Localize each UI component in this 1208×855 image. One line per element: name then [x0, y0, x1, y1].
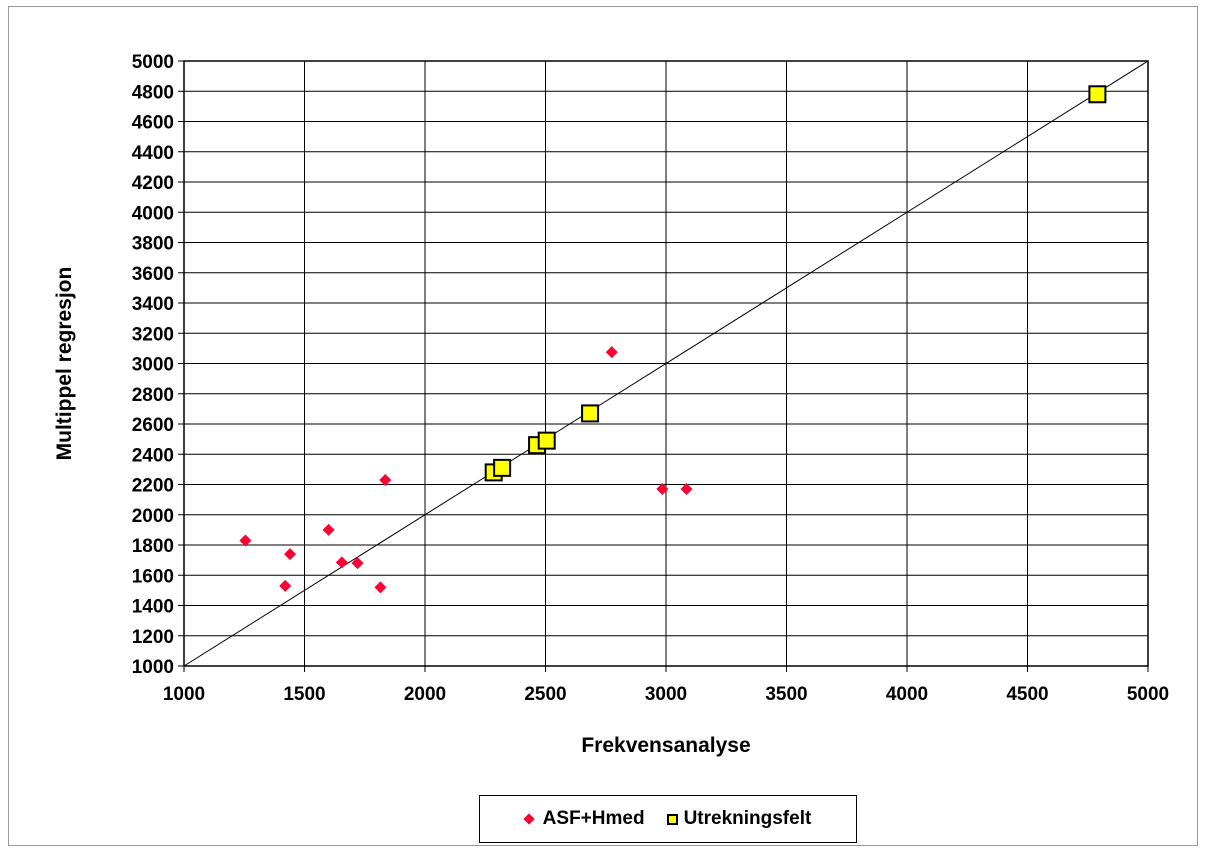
y-tick-label: 2800: [132, 385, 174, 406]
y-tick-label: 1600: [132, 566, 174, 587]
asf-hmed-point: [680, 483, 693, 496]
chart-plot: 1000 1500 2000 2500 3000 3500 4000 4500 5000 100…: [53, 52, 1169, 757]
legend: ASF+Hmed Utrekningsfelt: [479, 795, 857, 843]
x-tick-label: 3500: [765, 684, 807, 705]
x-tick-label: 2000: [404, 684, 446, 705]
legend-label: ASF+Hmed: [542, 808, 645, 829]
asf-hmed-point: [322, 523, 335, 536]
x-tick-label: 3000: [645, 684, 687, 705]
asf-hmed-point: [284, 548, 297, 561]
y-tick-label: 4600: [132, 113, 174, 134]
x-tick-label: 1500: [283, 684, 325, 705]
y-tick-label: 2200: [132, 476, 174, 497]
y-axis-title: Multippel regresjon: [53, 267, 76, 461]
x-axis-ticks: 1000 1500 2000 2500 3000 3500 4000 4500 5000: [163, 666, 1169, 705]
legend-item-asf-hmed: ASF+Hmed: [523, 808, 645, 830]
y-tick-label: 4800: [132, 82, 174, 103]
y-tick-label: 1400: [132, 597, 174, 618]
asf-hmed-point: [279, 579, 292, 592]
asf-hmed-point: [351, 557, 364, 570]
y-tick-label: 2400: [132, 445, 174, 466]
utrekningsfelt-point: [581, 404, 600, 423]
x-tick-label: 5000: [1127, 684, 1169, 705]
x-tick-label: 2500: [524, 684, 566, 705]
legend-label: Utrekningsfelt: [683, 808, 812, 829]
asf-hmed-point: [379, 473, 392, 486]
y-tick-label: 3000: [132, 355, 174, 376]
asf-hmed-point: [605, 346, 618, 359]
utrekningsfelt-point: [537, 431, 556, 450]
gridlines: [183, 60, 1149, 667]
asf-hmed-point: [335, 556, 348, 569]
x-tick-label: 4000: [886, 684, 928, 705]
y-axis-ticks: 1000 1200 1400 1600 1800 2000 2200 2400 2600 2800…: [132, 52, 184, 678]
y-tick-label: 4000: [132, 203, 174, 224]
y-tick-label: 4400: [132, 143, 174, 164]
y-tick-label: 3800: [132, 234, 174, 255]
square-marker-icon: [666, 813, 678, 825]
y-tick-label: 4200: [132, 173, 174, 194]
utrekningsfelt-point: [1088, 85, 1107, 104]
utrekningsfelt-point: [493, 458, 512, 477]
diamond-marker-icon: [523, 813, 535, 825]
y-tick-label: 3600: [132, 264, 174, 285]
legend-item-utrekningsfelt: Utrekningsfelt: [666, 808, 812, 830]
x-axis-title: Frekvensanalyse: [581, 734, 750, 757]
y-tick-label: 1000: [132, 657, 174, 678]
x-tick-label: 1000: [163, 684, 205, 705]
y-tick-label: 1200: [132, 627, 174, 648]
data-points: [239, 85, 1107, 594]
y-tick-label: 3200: [132, 324, 174, 345]
y-tick-label: 5000: [132, 52, 174, 73]
y-tick-label: 3400: [132, 294, 174, 315]
asf-hmed-point: [656, 483, 669, 496]
asf-hmed-point: [239, 534, 252, 547]
asf-hmed-point: [374, 581, 387, 594]
y-tick-label: 1800: [132, 536, 174, 557]
y-tick-label: 2000: [132, 506, 174, 527]
y-tick-label: 2600: [132, 415, 174, 436]
x-tick-label: 4500: [1006, 684, 1048, 705]
